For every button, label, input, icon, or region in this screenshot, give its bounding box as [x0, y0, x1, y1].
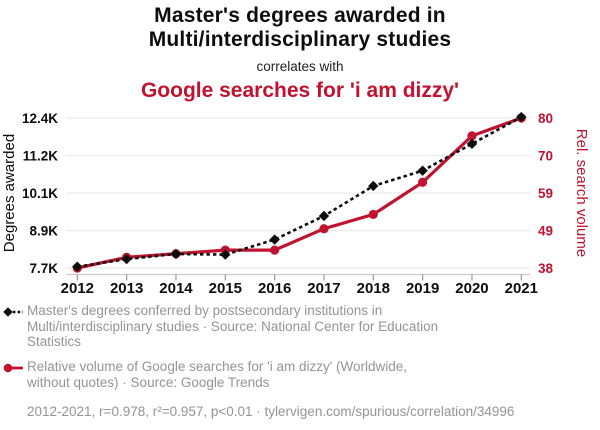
svg-text:10.1K: 10.1K [22, 186, 58, 201]
chart-subtitle-red: Google searches for 'i am dizzy' [140, 79, 460, 102]
chart-title-line-1: Master's degrees awarded in [154, 4, 446, 27]
svg-text:2016: 2016 [258, 280, 291, 297]
svg-text:2021: 2021 [505, 280, 538, 297]
svg-text:2012: 2012 [61, 280, 94, 297]
svg-text:2015: 2015 [209, 280, 242, 297]
legend-item-searches: Relative volume of Google searches for '… [3, 359, 597, 390]
svg-text:11.2K: 11.2K [23, 148, 59, 163]
svg-text:38: 38 [538, 261, 554, 276]
chart-header: Master's degrees awarded in Multi/interd… [0, 4, 600, 102]
red-solid-line-circle-icon [3, 363, 23, 373]
svg-text:2014: 2014 [159, 280, 193, 297]
legend-text-degrees: Master's degrees conferred by postsecond… [27, 303, 439, 350]
stats-and-source-url: 2012-2021, r=0.978, r²=0.957, p<0.01 · t… [27, 403, 515, 419]
chart-title-line-2: Multi/interdisciplinary studies [148, 27, 452, 51]
svg-text:2020: 2020 [455, 280, 488, 297]
svg-text:2019: 2019 [406, 280, 439, 297]
svg-text:Rel. search volume: Rel. search volume [573, 129, 590, 257]
svg-text:8.9K: 8.9K [29, 223, 58, 238]
svg-text:7.7K: 7.7K [29, 261, 58, 276]
svg-text:Degrees awarded: Degrees awarded [1, 134, 18, 252]
svg-text:80: 80 [538, 111, 553, 126]
black-dashed-line-diamond-icon [3, 307, 23, 317]
legend-and-footer: Master's degrees conferred by postsecond… [3, 303, 597, 419]
svg-text:59: 59 [538, 186, 553, 201]
legend-text-searches: Relative volume of Google searches for '… [27, 359, 408, 390]
svg-text:2017: 2017 [307, 280, 340, 297]
svg-text:12.4K: 12.4K [22, 111, 58, 126]
chart-area: 7.7K 38 8.9K 49 10.1K 59 11.2K 70 12.4K 80 2012 201… [0, 105, 600, 305]
correlates-with-label: correlates with [256, 59, 344, 74]
svg-text:2018: 2018 [357, 280, 390, 297]
legend: Master's degrees conferred by postsecond… [3, 303, 597, 391]
footer-note: 2012-2021, r=0.978, r²=0.957, p<0.01 · t… [3, 404, 597, 419]
svg-text:2013: 2013 [110, 280, 143, 297]
svg-text:49: 49 [538, 223, 553, 238]
dual-axis-line-chart: 7.7K 38 8.9K 49 10.1K 59 11.2K 70 12.4K 80 2012 201… [1, 111, 590, 297]
svg-text:70: 70 [538, 148, 553, 163]
legend-item-degrees: Master's degrees conferred by postsecond… [3, 303, 597, 350]
